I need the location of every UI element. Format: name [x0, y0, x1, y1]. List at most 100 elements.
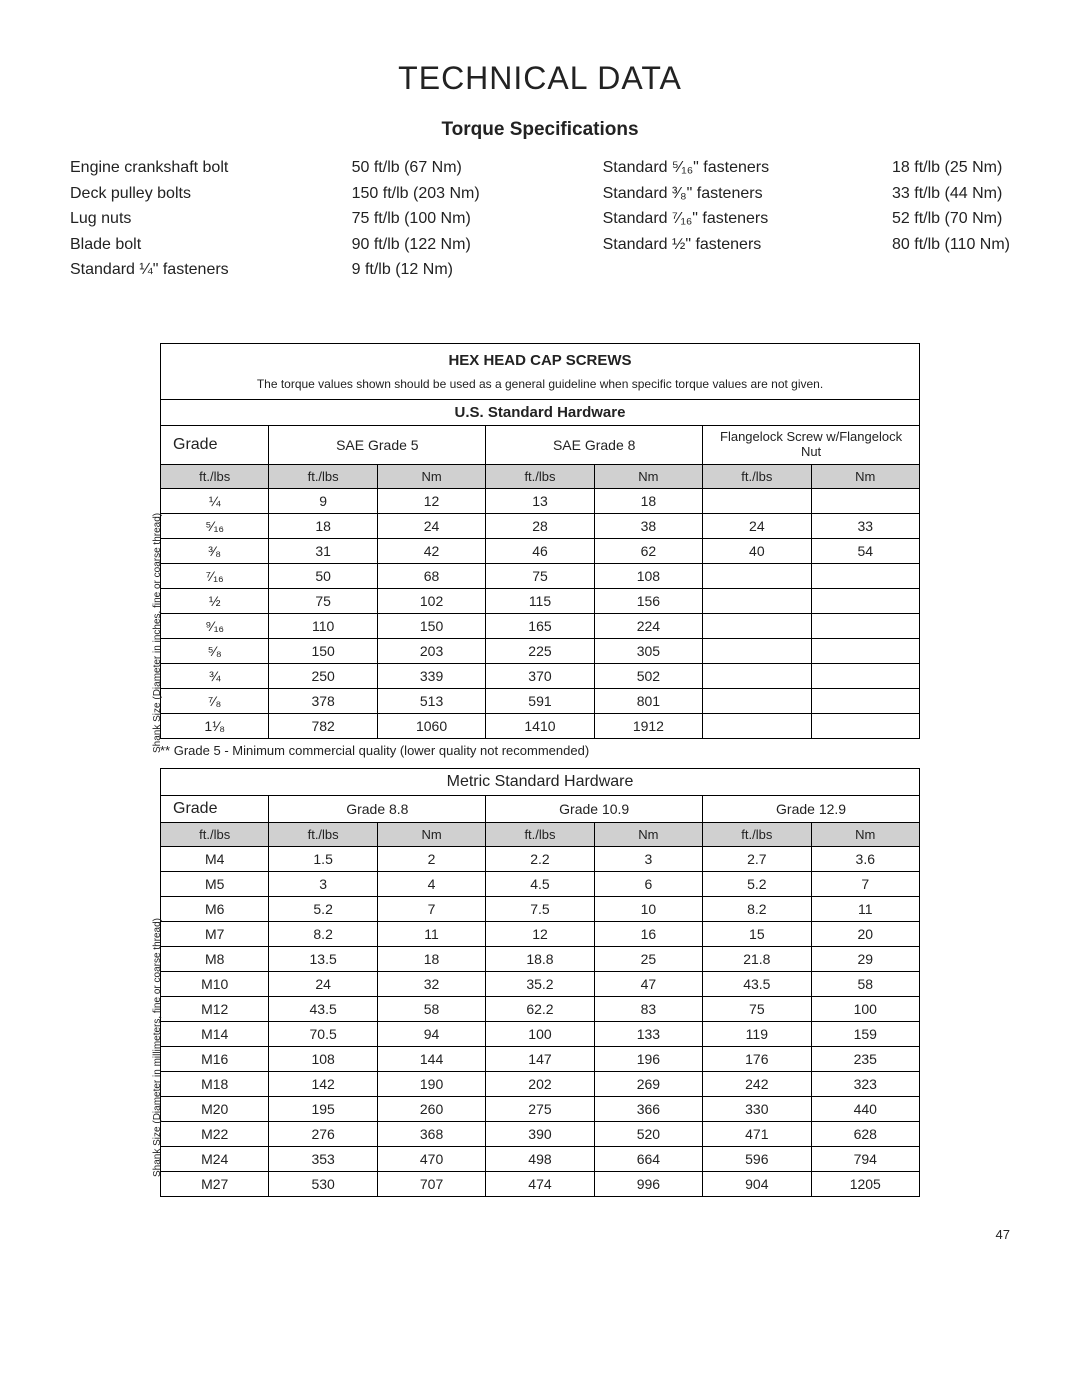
- table-row: ⁷⁄₁₆506875108: [161, 563, 920, 588]
- value-cell: 4.5: [486, 871, 594, 896]
- page-number: 47: [60, 1227, 1020, 1242]
- value-cell: 370: [486, 663, 594, 688]
- unit-ftlbs: ft./lbs: [486, 822, 594, 846]
- size-cell: M5: [161, 871, 269, 896]
- size-cell: M4: [161, 846, 269, 871]
- value-cell: 147: [486, 1046, 594, 1071]
- size-cell: M20: [161, 1096, 269, 1121]
- value-cell: 801: [594, 688, 702, 713]
- value-cell: 62: [594, 538, 702, 563]
- torque-spec-item: 150 ft/lb (203 Nm): [352, 181, 480, 207]
- torque-spec-item: Standard ⁷⁄₁₆" fasteners: [603, 206, 769, 232]
- value-cell: 13: [486, 488, 594, 513]
- value-cell: 62.2: [486, 996, 594, 1021]
- value-cell: 110: [269, 613, 377, 638]
- value-cell: 368: [377, 1121, 485, 1146]
- value-cell: 108: [594, 563, 702, 588]
- value-cell: 7: [811, 871, 919, 896]
- size-cell: ⁷⁄₈: [161, 688, 269, 713]
- value-cell: 165: [486, 613, 594, 638]
- size-cell: M6: [161, 896, 269, 921]
- value-cell: [811, 663, 919, 688]
- size-cell: M16: [161, 1046, 269, 1071]
- unit-nm: Nm: [377, 464, 485, 488]
- value-cell: 1912: [594, 713, 702, 738]
- value-cell: 11: [377, 921, 485, 946]
- page-title: TECHNICAL DATA: [60, 60, 1020, 97]
- us-grade-1: SAE Grade 8: [486, 425, 703, 464]
- value-cell: 46: [486, 538, 594, 563]
- value-cell: [703, 663, 811, 688]
- table-row: ⁵⁄₈150203225305: [161, 638, 920, 663]
- value-cell: 150: [269, 638, 377, 663]
- value-cell: [811, 563, 919, 588]
- value-cell: 94: [377, 1021, 485, 1046]
- us-section: U.S. Standard Hardware: [161, 399, 920, 425]
- table-row: M41.522.232.73.6: [161, 846, 920, 871]
- value-cell: 75: [703, 996, 811, 1021]
- torque-spec-item: Deck pulley bolts: [70, 181, 229, 207]
- value-cell: 498: [486, 1146, 594, 1171]
- metric-side-label: Shank Size (Diameter in millimeters, fin…: [152, 868, 168, 1228]
- size-cell: M12: [161, 996, 269, 1021]
- value-cell: 8.2: [703, 896, 811, 921]
- torque-spec-item: 75 ft/lb (100 Nm): [352, 206, 480, 232]
- value-cell: 591: [486, 688, 594, 713]
- value-cell: 782: [269, 713, 377, 738]
- value-cell: 196: [594, 1046, 702, 1071]
- value-cell: 235: [811, 1046, 919, 1071]
- value-cell: 18: [377, 946, 485, 971]
- value-cell: 513: [377, 688, 485, 713]
- value-cell: 156: [594, 588, 702, 613]
- value-cell: [811, 688, 919, 713]
- unit-ftlbs: ft./lbs: [161, 464, 269, 488]
- value-cell: 8.2: [269, 921, 377, 946]
- torque-spec-item: 52 ft/lb (70 Nm): [892, 206, 1010, 232]
- value-cell: 42: [377, 538, 485, 563]
- value-cell: 2: [377, 846, 485, 871]
- torque-spec-item: Blade bolt: [70, 232, 229, 258]
- value-cell: 530: [269, 1171, 377, 1196]
- value-cell: 18: [594, 488, 702, 513]
- value-cell: 31: [269, 538, 377, 563]
- value-cell: 440: [811, 1096, 919, 1121]
- table-row: M16108144147196176235: [161, 1046, 920, 1071]
- metric-grade-2: Grade 12.9: [703, 795, 920, 822]
- value-cell: 596: [703, 1146, 811, 1171]
- value-cell: [703, 588, 811, 613]
- value-cell: 353: [269, 1146, 377, 1171]
- value-cell: 15: [703, 921, 811, 946]
- table-row: M22276368390520471628: [161, 1121, 920, 1146]
- table-row: ½75102115156: [161, 588, 920, 613]
- torque-spec-heading: Torque Specifications: [60, 119, 1020, 141]
- value-cell: 102: [377, 588, 485, 613]
- value-cell: 50: [269, 563, 377, 588]
- value-cell: [703, 613, 811, 638]
- value-cell: [811, 488, 919, 513]
- size-cell: M7: [161, 921, 269, 946]
- value-cell: 323: [811, 1071, 919, 1096]
- torque-spec-item: Standard ³⁄₈" fasteners: [603, 181, 769, 207]
- torque-spec-item: 33 ft/lb (44 Nm): [892, 181, 1010, 207]
- value-cell: 7.5: [486, 896, 594, 921]
- grade-label: Grade: [161, 425, 269, 464]
- torque-spec-item: Standard ¼" fasteners: [70, 257, 229, 283]
- size-cell: M27: [161, 1171, 269, 1196]
- value-cell: 35.2: [486, 971, 594, 996]
- value-cell: [811, 588, 919, 613]
- value-cell: 83: [594, 996, 702, 1021]
- table-row: ¾250339370502: [161, 663, 920, 688]
- value-cell: 5.2: [269, 896, 377, 921]
- table-row: M1243.55862.28375100: [161, 996, 920, 1021]
- value-cell: 144: [377, 1046, 485, 1071]
- size-cell: ³⁄₈: [161, 538, 269, 563]
- value-cell: [811, 613, 919, 638]
- value-cell: 305: [594, 638, 702, 663]
- value-cell: [811, 638, 919, 663]
- value-cell: 664: [594, 1146, 702, 1171]
- value-cell: 996: [594, 1171, 702, 1196]
- torque-spec-item: 90 ft/lb (122 Nm): [352, 232, 480, 258]
- torque-spec-item: Lug nuts: [70, 206, 229, 232]
- unit-ftlbs: ft./lbs: [486, 464, 594, 488]
- value-cell: 75: [486, 563, 594, 588]
